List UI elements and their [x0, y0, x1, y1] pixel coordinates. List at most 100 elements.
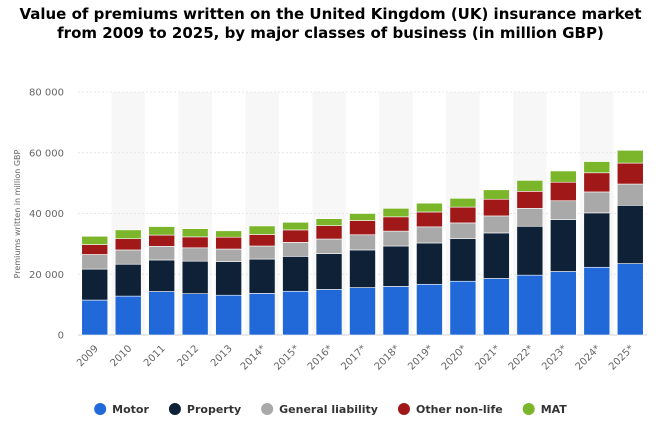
- legend-item: Other non-life: [397, 403, 503, 416]
- bar-segment-motor: [516, 274, 544, 336]
- bar-segment-motor: [181, 293, 209, 336]
- x-tick-label: 2016*: [306, 343, 335, 372]
- bar-segment-motor: [449, 280, 477, 336]
- bar-segment-general-liability: [349, 234, 376, 251]
- legend: Motor Property General liability Other non-…: [94, 403, 567, 416]
- x-tick-label: 2019*: [406, 343, 435, 372]
- x-tick-label: 2014*: [239, 343, 268, 372]
- x-tick-label: 2012: [175, 343, 201, 369]
- chart-title: Value of premiums written on the United …: [19, 5, 642, 42]
- bar-stack: [416, 202, 443, 336]
- bar-segment-motor: [148, 291, 175, 336]
- bar-segment-general-liability: [282, 242, 309, 257]
- bar-segment-other-non-life: [349, 220, 376, 236]
- bar-segment-mat: [483, 189, 510, 200]
- bar-segment-general-liability: [248, 245, 276, 260]
- x-tick-label: 2023*: [540, 343, 569, 372]
- bar-stack: [282, 222, 309, 336]
- bar-segment-motor: [248, 293, 276, 336]
- bar-segment-property: [114, 263, 142, 297]
- bar-segment-other-non-life: [449, 206, 477, 224]
- legend-item: Property: [168, 403, 241, 416]
- x-tick-label: 2021*: [473, 343, 502, 372]
- legend-item: General liability: [261, 403, 378, 416]
- bar-segment-general-liability: [583, 191, 611, 214]
- bar-segment-property: [349, 249, 376, 288]
- bar-segment-property: [416, 242, 443, 285]
- y-tick-label: 0: [58, 331, 64, 342]
- bar-segment-mat: [382, 208, 410, 218]
- bar-segment-motor: [114, 295, 142, 336]
- bar-segment-other-non-life: [382, 216, 410, 232]
- bar-segment-motor: [81, 299, 109, 336]
- bar-segment-other-non-life: [81, 244, 109, 255]
- bar-segment-property: [148, 259, 175, 292]
- bar-segment-general-liability: [416, 226, 443, 244]
- bar-stack: [349, 213, 376, 336]
- x-tick-label: 2022*: [507, 343, 536, 372]
- y-axis-ticks: 0 20 000 40 000 60 000 80 000: [29, 88, 64, 342]
- x-tick-label: 2010: [109, 343, 135, 369]
- legend-label: Other non-life: [416, 403, 503, 416]
- bar-segment-property: [282, 256, 309, 292]
- legend-marker: [168, 403, 181, 415]
- bar-segment-mat: [148, 226, 175, 236]
- bar-segment-other-non-life: [248, 234, 276, 247]
- bar-segment-motor: [282, 290, 309, 336]
- legend-label: General liability: [279, 403, 378, 416]
- bar-segment-other-non-life: [181, 236, 209, 249]
- bar-segment-motor: [349, 287, 376, 336]
- bar-segment-mat: [215, 230, 242, 238]
- bar-segment-mat: [550, 170, 577, 183]
- bar-stack: [248, 225, 276, 336]
- bar-segment-other-non-life: [282, 229, 309, 243]
- legend-marker: [261, 403, 274, 415]
- bar-stack: [483, 189, 510, 336]
- bar-segment-other-non-life: [583, 172, 611, 193]
- x-axis-ticks: 2009 2010 2011 2012 2013 2014* 2015* 2016* 2017*…: [75, 343, 636, 372]
- bar-segment-property: [315, 253, 343, 290]
- bar-segment-other-non-life: [114, 238, 142, 251]
- bar-segment-general-liability: [181, 247, 209, 262]
- bar-segment-motor: [483, 278, 510, 336]
- bar-segment-motor: [382, 286, 410, 336]
- bar-segment-general-liability: [148, 246, 175, 261]
- bar-segment-property: [248, 258, 276, 294]
- bar-segment-general-liability: [449, 222, 477, 240]
- bar-segment-other-non-life: [616, 162, 644, 185]
- x-tick-label: 2013: [209, 343, 235, 369]
- bar-stack: [449, 198, 477, 336]
- bar-stack: [114, 229, 142, 336]
- bar-segment-mat: [416, 202, 443, 213]
- bar-stack: [516, 180, 544, 336]
- y-axis-label: Premiums written in million GBP: [13, 149, 22, 278]
- y-tick-label: 60 000: [29, 148, 64, 159]
- bar-segment-mat: [114, 229, 142, 240]
- bar-segment-property: [516, 225, 544, 276]
- bar-segment-mat: [248, 225, 276, 235]
- legend-marker: [94, 403, 107, 415]
- bar-segment-general-liability: [550, 200, 577, 220]
- x-tick-label: 2015*: [272, 343, 301, 372]
- bar-segment-property: [382, 245, 410, 287]
- bar-segment-mat: [349, 213, 376, 221]
- legend-label: MAT: [541, 403, 568, 416]
- bar-segment-general-liability: [483, 215, 510, 234]
- y-tick-label: 80 000: [29, 88, 64, 99]
- bar-segment-motor: [550, 271, 577, 336]
- legend-item: Motor: [94, 403, 149, 416]
- bar-stack: [148, 226, 175, 336]
- legend-marker: [397, 403, 410, 415]
- bar-segment-motor: [616, 263, 644, 336]
- x-tick-label: 2020*: [440, 343, 469, 372]
- bar-segment-other-non-life: [148, 234, 175, 247]
- bar-segment-other-non-life: [516, 191, 544, 209]
- bar-segment-property: [616, 204, 644, 264]
- x-tick-label: 2025*: [607, 343, 636, 372]
- x-tick-label: 2017*: [339, 343, 368, 372]
- bar-segment-property: [583, 212, 611, 268]
- bar-stack: [550, 170, 577, 336]
- bar-segment-mat: [181, 228, 209, 238]
- bar-segment-mat: [81, 235, 109, 245]
